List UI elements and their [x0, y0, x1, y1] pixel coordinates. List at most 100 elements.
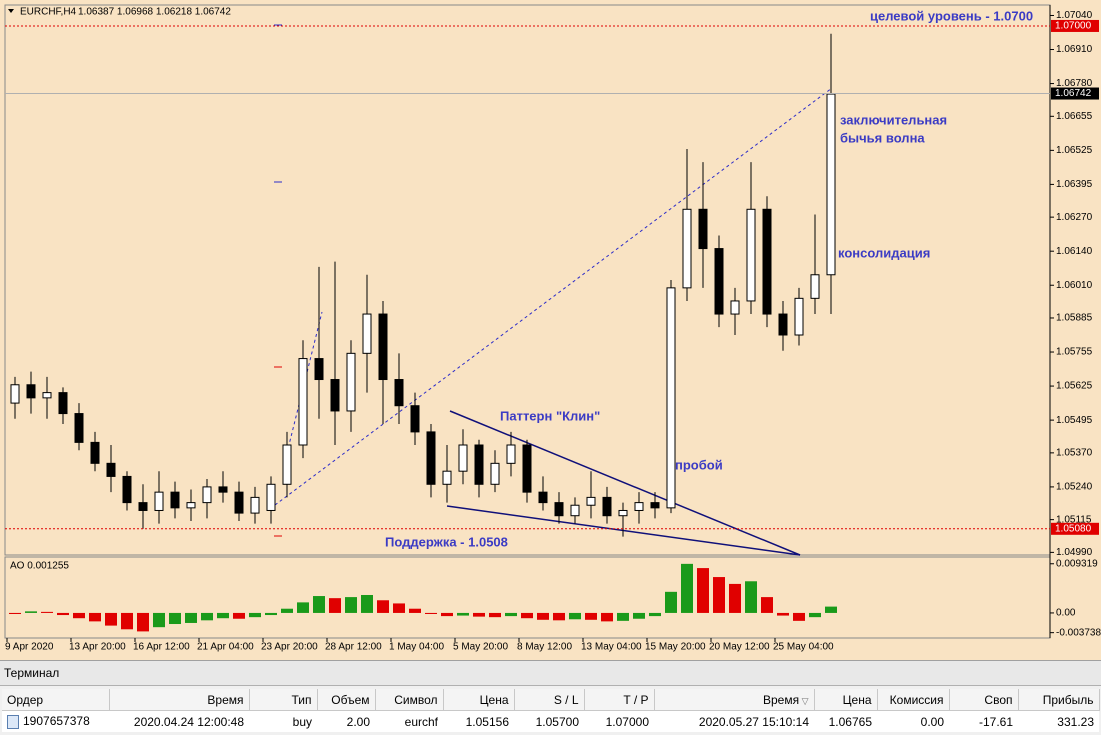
ao-bar: [393, 603, 405, 613]
ao-bar: [313, 596, 325, 613]
candle-body: [474, 444, 484, 485]
trend-line: [274, 87, 833, 506]
cell-text: buy: [292, 714, 312, 729]
x-tick-label: 23 Apr 20:00: [261, 642, 318, 653]
column-header[interactable]: Прибыль: [1018, 689, 1100, 711]
candle-body: [106, 462, 116, 477]
annotation: Поддержка - 1.0508: [385, 534, 508, 549]
column-header[interactable]: Ордер: [2, 689, 110, 711]
candle-body: [170, 491, 180, 509]
column-header[interactable]: Символ: [375, 689, 444, 711]
y-tick-label: 1.06655: [1056, 111, 1093, 122]
x-tick-label: 20 May 12:00: [709, 642, 770, 653]
column-header[interactable]: Цена: [443, 689, 515, 711]
x-tick-label: 28 Apr 12:00: [325, 642, 382, 653]
indicator-tick-label: -0.003738: [1056, 627, 1101, 638]
ao-bar: [377, 600, 389, 613]
candle-body: [426, 431, 436, 485]
ao-bar: [761, 597, 773, 613]
candle-body: [282, 444, 292, 485]
ao-bar: [569, 612, 581, 620]
candle-body: [778, 313, 788, 336]
ao-bar: [345, 597, 357, 613]
menu-arrow[interactable]: [8, 9, 14, 13]
candle-body: [330, 379, 340, 412]
column-header[interactable]: Своп: [949, 689, 1019, 711]
candle-body: [490, 462, 500, 485]
cell-text: 2020.04.24 12:00:48: [133, 714, 244, 729]
annotation: консолидация: [838, 245, 930, 260]
x-tick-label: 5 May 20:00: [453, 642, 508, 653]
terminal-tab[interactable]: Терминал: [0, 661, 1101, 686]
cell-text: 1.05156: [465, 714, 509, 729]
candle-body: [362, 313, 372, 354]
y-tick-label: 1.06525: [1056, 145, 1093, 156]
ohlc-label: 1.06387 1.06968 1.06218 1.06742: [78, 7, 231, 18]
column-header[interactable]: Комиссия: [877, 689, 950, 711]
ao-bar: [57, 612, 69, 616]
y-tick-label: 1.05115: [1056, 514, 1092, 525]
candle-body: [698, 208, 708, 250]
candle-body: [26, 384, 36, 399]
y-tick-label: 1.06780: [1056, 78, 1093, 89]
candle-body: [666, 287, 676, 509]
column-header[interactable]: Время: [109, 689, 250, 711]
order-row[interactable]: 1907657378 2020.04.24 12:00:48 buy 2.00 eurc…: [2, 710, 1099, 732]
ao-bar: [169, 612, 181, 625]
ao-bar: [265, 612, 277, 616]
column-header[interactable]: Тип: [249, 689, 318, 711]
y-tick-label: 1.06010: [1056, 280, 1093, 291]
cell: -17.61: [949, 710, 1018, 732]
candle-body: [650, 502, 660, 509]
y-tick-label: 1.07040: [1056, 10, 1093, 21]
cell-text: 1.06765: [828, 714, 872, 729]
cell: 1.06765: [814, 710, 877, 732]
candle-body: [218, 486, 228, 493]
annotation: целевой уровень - 1.0700: [870, 8, 1033, 23]
ao-bar: [185, 612, 197, 623]
candle-body: [522, 444, 532, 493]
wedge-line: [449, 410, 801, 556]
column-header[interactable]: Цена: [814, 689, 878, 711]
ao-bar: [409, 608, 421, 613]
cell-text: 1.05700: [535, 714, 579, 729]
cell-text: 1.07000: [605, 714, 649, 729]
column-header[interactable]: T / P: [584, 689, 655, 711]
cell: 2020.04.24 12:00:48: [109, 710, 249, 732]
y-tick-label: 1.05755: [1056, 347, 1093, 358]
candle-body: [586, 496, 596, 506]
cell: 1.05700: [514, 710, 584, 732]
candle-body: [266, 483, 276, 511]
y-tick-label: 1.06910: [1056, 44, 1093, 55]
ao-bar: [633, 612, 645, 619]
y-tick-label: 1.05495: [1056, 415, 1093, 426]
cell: 1.05156: [443, 710, 514, 732]
candle-body: [138, 502, 148, 511]
candle-body: [618, 509, 628, 517]
ao-bar: [25, 611, 37, 613]
candle-body: [74, 413, 84, 443]
y-tick-label: 1.05625: [1056, 381, 1093, 392]
candle-body: [154, 491, 164, 511]
current-price-label: 1.06742: [1055, 88, 1092, 99]
candle-body: [602, 496, 612, 517]
column-header[interactable]: S / L: [514, 689, 585, 711]
candle-body: [442, 470, 452, 485]
candle-body: [634, 502, 644, 511]
candle-body: [506, 444, 516, 464]
ao-bar: [681, 563, 693, 613]
y-tick-label: 1.05885: [1056, 313, 1093, 324]
cell: 1907657378: [2, 710, 109, 732]
column-header[interactable]: Объем: [317, 689, 376, 711]
level-label: 1.07000: [1055, 21, 1092, 32]
cell: eurchf: [375, 710, 443, 732]
cell-text: 2020.05.27 15:10:14: [698, 714, 809, 729]
indicator-tick-label: 0.009319: [1056, 558, 1098, 569]
candle-body: [826, 93, 836, 276]
y-tick-label: 1.05240: [1056, 482, 1093, 493]
cell-text: 0.00: [920, 714, 944, 729]
column-header[interactable]: Время: [654, 689, 815, 711]
